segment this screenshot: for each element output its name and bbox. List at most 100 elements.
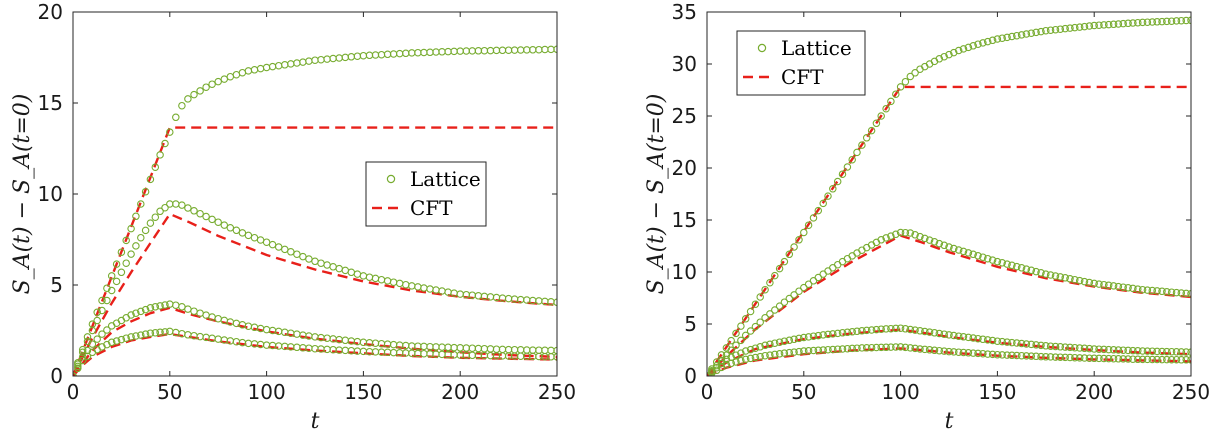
lattice-point (1008, 351, 1016, 360)
lattice-point (1177, 348, 1186, 356)
lattice-point (1172, 348, 1181, 356)
lattice-point (127, 250, 135, 258)
lattice-point (959, 333, 968, 341)
lattice-point (756, 352, 764, 361)
lattice-point (775, 264, 784, 273)
lattice-point (1104, 20, 1113, 29)
lattice-point (1148, 18, 1157, 26)
lattice-point (1158, 347, 1166, 356)
lattice-point (983, 37, 992, 46)
lattice-point (1158, 287, 1166, 296)
lattice-point (1066, 353, 1074, 362)
legend-box (736, 30, 866, 96)
lattice-point (751, 300, 760, 308)
lattice-point (151, 329, 160, 337)
lattice-point (775, 338, 784, 346)
lattice-point (771, 339, 779, 347)
lattice-point (1037, 341, 1045, 350)
x-tick-label: 0 (67, 380, 80, 404)
lattice-point (1051, 25, 1060, 34)
lattice-point (1056, 343, 1065, 351)
lattice-point (954, 46, 963, 55)
lattice-point (1187, 290, 1191, 298)
lattice-point (1100, 21, 1108, 29)
lattice-point (780, 257, 789, 266)
lattice-point (892, 90, 900, 98)
lattice-point (1075, 354, 1084, 362)
lattice-point (974, 334, 982, 343)
lattice-point (1182, 289, 1190, 298)
lattice-point (1027, 29, 1036, 37)
lattice-point (1172, 288, 1181, 297)
x-tick-label: 150 (978, 380, 1016, 404)
lattice-point (751, 322, 760, 331)
lattice-point (833, 345, 842, 353)
lattice-point (712, 358, 721, 366)
lattice-point (1046, 26, 1055, 34)
lattice-point (974, 349, 982, 358)
lattice-point (1046, 271, 1055, 279)
lattice-point (132, 309, 140, 317)
lattice-point (940, 330, 948, 338)
lattice-point (983, 350, 992, 358)
lattice-point (940, 347, 948, 355)
lattice-point (208, 80, 216, 88)
lattice-point (1129, 355, 1137, 363)
left-panel: 0 50 100 150 200 250 0 5 10 15 20 t S_A(t) − S_A(t=0… (10, 0, 576, 434)
lattice-point (1017, 31, 1026, 39)
lattice-point (1037, 352, 1045, 361)
lattice-point (959, 247, 968, 256)
lattice-point (1022, 340, 1031, 348)
lattice-point (741, 347, 750, 355)
lattice-point (1109, 282, 1118, 290)
lattice-point (112, 277, 121, 286)
lattice-point (151, 163, 160, 171)
lattice-point (790, 335, 798, 344)
lattice-point (1066, 24, 1074, 32)
lattice-point (950, 331, 958, 340)
lattice-point (93, 316, 101, 325)
lattice-point (1119, 346, 1127, 354)
lattice-point (117, 248, 126, 256)
lattice-point (1066, 343, 1074, 352)
lattice-point (1003, 338, 1011, 346)
lattice-point (746, 354, 755, 363)
lattice-point (964, 43, 973, 52)
lattice-point (1109, 20, 1118, 29)
lattice-point (737, 356, 745, 365)
lattice-point (877, 236, 885, 244)
lattice-point (1051, 353, 1060, 361)
lattice-point (867, 126, 876, 135)
lattice-point (1037, 27, 1045, 36)
lattice-point (858, 327, 866, 335)
y-tick-label: 15 (38, 91, 63, 115)
lattice-point (220, 221, 229, 229)
lattice-point (785, 348, 794, 357)
lattice-point (1100, 280, 1108, 289)
lattice-point (882, 234, 890, 242)
lattice-point (1163, 355, 1171, 364)
lattice-point (892, 230, 900, 239)
lattice-point (88, 340, 97, 348)
lattice-point (998, 351, 1006, 359)
lattice-point (196, 87, 204, 95)
lattice-point (1003, 33, 1011, 42)
lattice-point (925, 328, 934, 336)
lattice-point (146, 329, 155, 337)
lattice-point (202, 212, 210, 221)
y-tick-label: 30 (672, 52, 697, 76)
lattice-point (800, 347, 808, 355)
lattice-point (103, 326, 111, 334)
lattice-point (872, 343, 881, 352)
lattice-point (780, 349, 789, 357)
lattice-point (1013, 339, 1021, 347)
lattice-point (712, 363, 721, 372)
lattice-point (853, 344, 861, 352)
lattice-point (132, 332, 140, 340)
lattice-point (969, 42, 977, 50)
lattice-point (156, 328, 164, 337)
lattice-point (146, 219, 155, 227)
lattice-point (127, 311, 135, 319)
x-tick-label: 0 (701, 380, 714, 404)
lattice-point (1042, 353, 1050, 361)
